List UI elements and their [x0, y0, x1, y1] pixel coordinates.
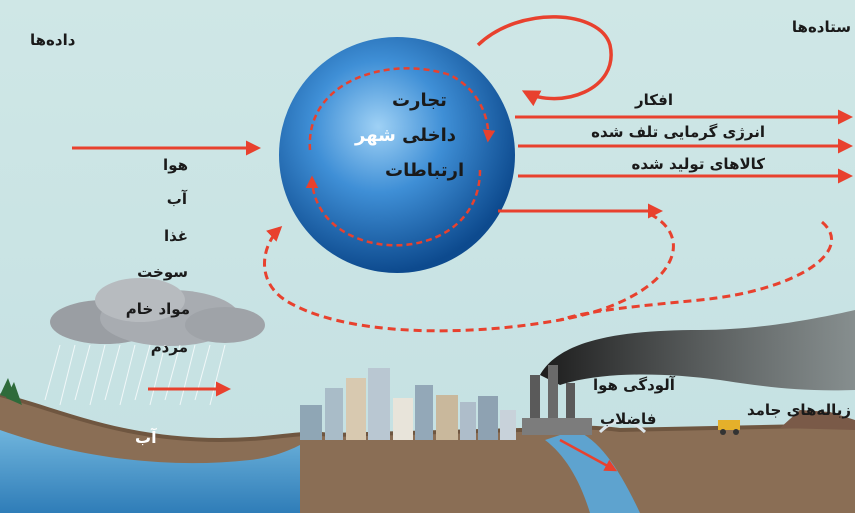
input-raw-materials: مواد خام — [125, 300, 190, 318]
city-sphere — [279, 37, 515, 273]
pollution-air: آلودگی هوا — [593, 376, 675, 394]
pollution-sewage: فاضلاب — [600, 410, 657, 428]
input-air: هوا — [163, 156, 188, 174]
pollution-solid-waste: زباله‌های جامد — [746, 401, 851, 419]
input-food: غذا — [163, 227, 188, 245]
output-waste-heat: انرژی گرمایی تلف شده — [591, 123, 765, 141]
river-arrow — [559, 438, 618, 472]
rain-streaks — [44, 344, 226, 406]
bridge — [598, 419, 647, 434]
city-skyline — [300, 368, 516, 440]
city-label-highlight: شهر — [355, 125, 396, 146]
internal-cycle-arrow-upper — [308, 67, 496, 151]
rain-cloud — [50, 278, 265, 346]
trees — [0, 378, 22, 405]
outputs-heading: ستاده‌ها — [791, 18, 851, 36]
lake — [0, 430, 300, 513]
internal-cycle-arrow-lower — [305, 169, 482, 247]
city-label-internal-text: داخلی — [402, 125, 457, 146]
output-ideas: افکار — [635, 91, 673, 109]
inputs-heading: داده‌ها — [30, 31, 76, 49]
input-fuel: سوخت — [137, 263, 188, 281]
input-water: آب — [166, 190, 187, 208]
city-label-internal: داخلی شهر — [355, 127, 456, 145]
output-manufactured-goods: کالاهای تولید شده — [631, 155, 765, 173]
river — [545, 430, 640, 513]
recycle-loop-left — [263, 212, 675, 333]
smoke-plume — [540, 310, 855, 391]
recycle-loop-right — [559, 220, 834, 322]
feedback-loop-arrow — [476, 15, 613, 107]
city-label-trade: تجارت — [392, 90, 447, 111]
city-label-communications: ارتباطات — [385, 160, 465, 181]
landfill-truck — [718, 410, 855, 435]
water-input-label: آب — [135, 428, 157, 447]
factory — [522, 365, 592, 435]
input-people: مردم — [150, 338, 188, 356]
